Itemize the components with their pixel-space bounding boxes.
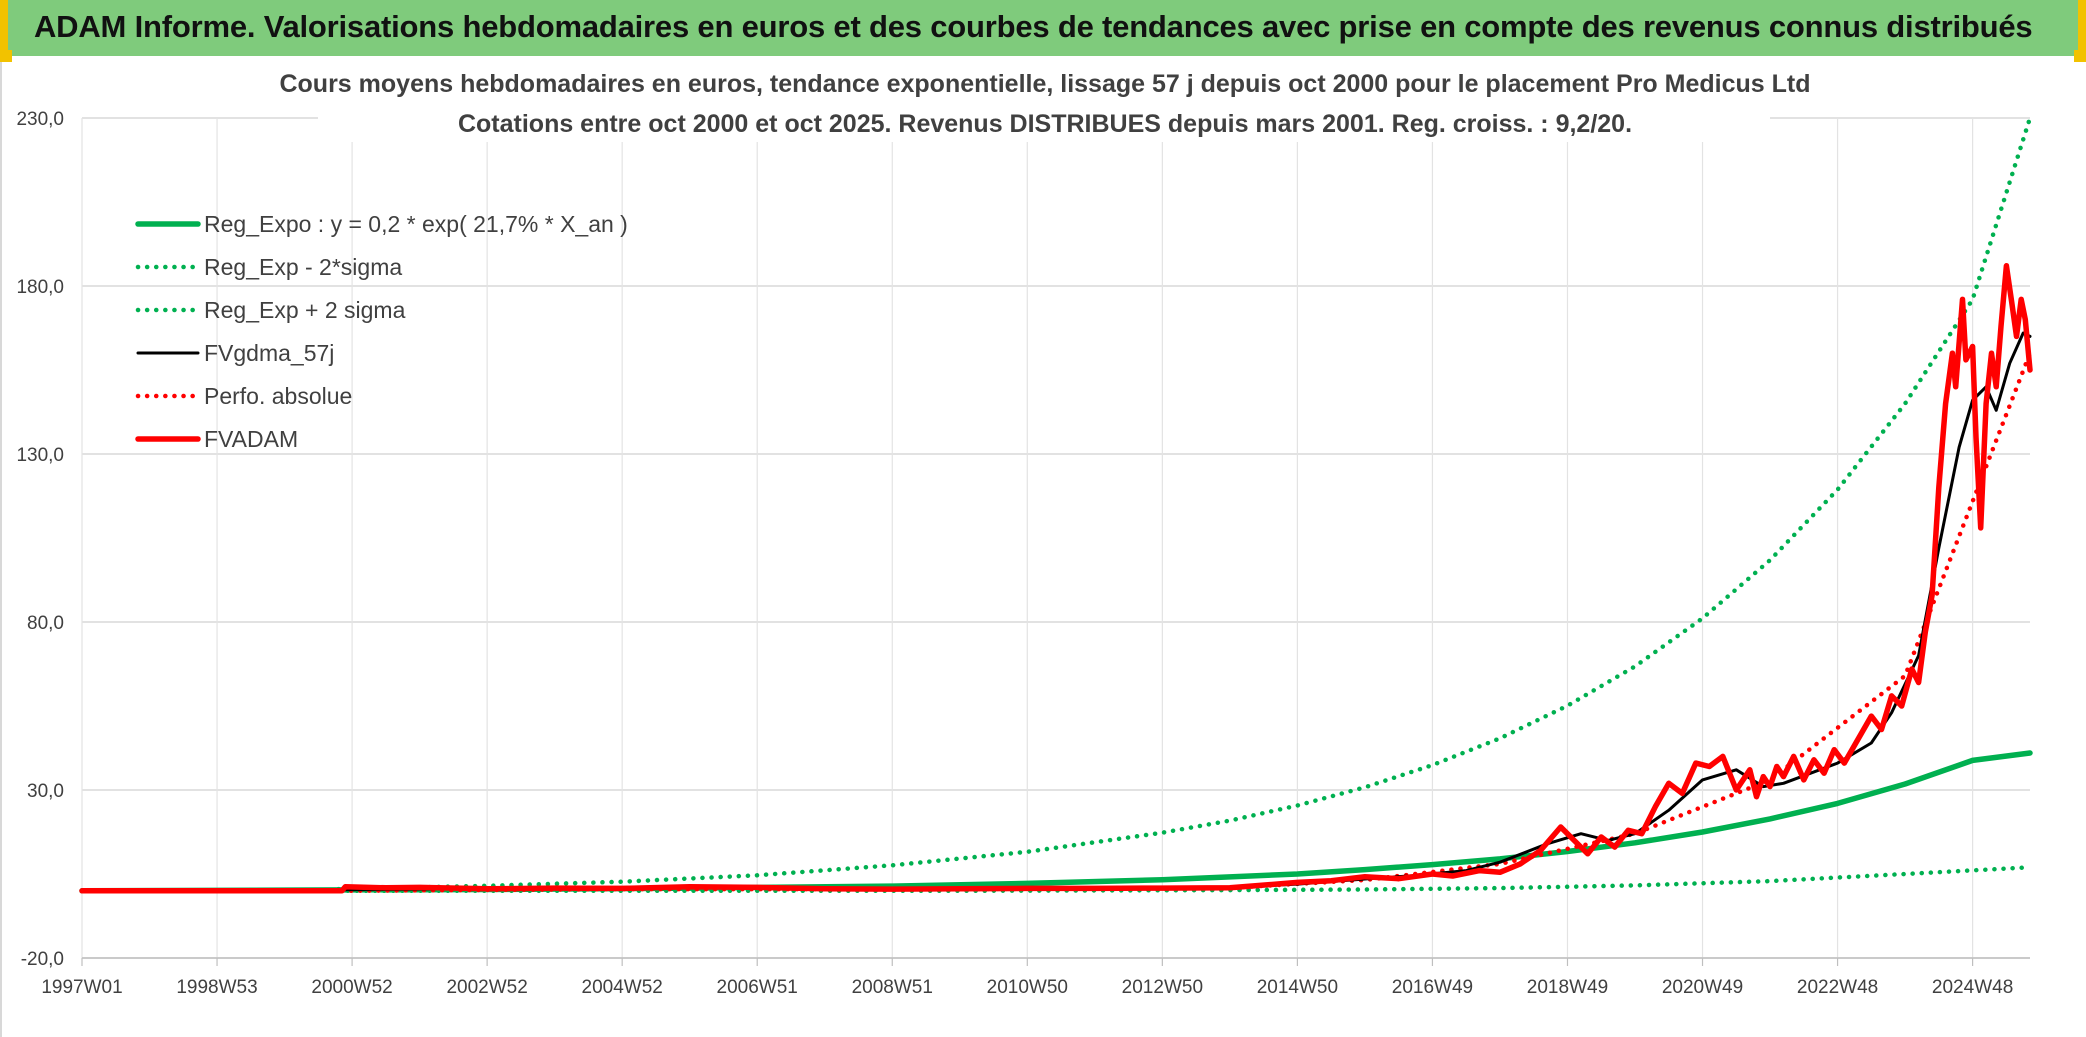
y-tick-label: 230,0 bbox=[16, 109, 64, 130]
series-line-5 bbox=[79, 263, 2033, 894]
y-tick-label: 80,0 bbox=[27, 613, 64, 634]
y-tick-label: -20,0 bbox=[21, 949, 64, 970]
x-tick-label: 2022W48 bbox=[1797, 977, 1878, 998]
corner-mark-right bbox=[2074, 50, 2086, 62]
chart-background bbox=[2, 56, 2086, 1037]
chart: -20,0 30,0 80,0 130,0 180,0 230,0 1997W01 1998… bbox=[2, 56, 2086, 1037]
chart-title-line2: Cotations entre oct 2000 et oct 2025. Re… bbox=[458, 110, 1632, 138]
legend-label: FVgdma_57j bbox=[204, 340, 334, 366]
y-axis-ticks: -20,0 30,0 80,0 130,0 180,0 230,0 bbox=[16, 109, 64, 970]
series-line-1 bbox=[336, 865, 2033, 894]
x-tick-label: 2004W52 bbox=[582, 977, 663, 998]
chart-title-line1: Cours moyens hebdomadaires en euros, ten… bbox=[279, 70, 1810, 98]
x-tick-label: 2000W52 bbox=[311, 977, 392, 998]
x-tick-label: 2018W49 bbox=[1527, 977, 1608, 998]
x-tick-label: 2012W50 bbox=[1122, 977, 1203, 998]
legend-label: Reg_Exp - 2*sigma bbox=[204, 254, 402, 280]
report-header: ADAM Informe. Valorisations hebdomadaire… bbox=[0, 0, 2086, 56]
legend-label: FVADAM bbox=[204, 426, 298, 452]
x-tick-label: 1998W53 bbox=[176, 977, 257, 998]
gridlines bbox=[81, 117, 2030, 959]
chart-frame: -20,0 30,0 80,0 130,0 180,0 230,0 1997W01 1998… bbox=[0, 56, 2086, 1037]
y-tick-label: 30,0 bbox=[27, 781, 64, 802]
report-title: ADAM Informe. Valorisations hebdomadaire… bbox=[34, 9, 2033, 44]
x-axis-ticks: 1997W01 1998W53 2000W52 2002W52 2004W52 2006W… bbox=[41, 957, 2030, 998]
legend-label: Perfo. absolue bbox=[204, 383, 352, 409]
y-tick-label: 180,0 bbox=[16, 277, 64, 298]
x-tick-label: 2008W51 bbox=[852, 977, 933, 998]
x-tick-label: 2002W52 bbox=[446, 977, 527, 998]
x-tick-label: 1997W01 bbox=[41, 977, 122, 998]
chart-title-bg bbox=[318, 62, 1770, 142]
x-tick-label: 2014W50 bbox=[1257, 977, 1338, 998]
legend-label: Reg_Expo : y = 0,2 * exp( 21,7% * X_an ) bbox=[204, 211, 628, 237]
y-tick-label: 130,0 bbox=[16, 445, 64, 466]
x-tick-label: 2016W49 bbox=[1392, 977, 1473, 998]
chart-title-block: Cours moyens hebdomadaires en euros, ten… bbox=[279, 62, 1811, 142]
x-tick-label: 2010W50 bbox=[987, 977, 1068, 998]
legend: Reg_Expo : y = 0,2 * exp( 21,7% * X_an )… bbox=[135, 211, 628, 452]
x-tick-label: 2020W49 bbox=[1662, 977, 1743, 998]
series-line-2 bbox=[336, 115, 2033, 892]
x-tick-label: 2024W48 bbox=[1932, 977, 2013, 998]
x-tick-label: 2006W51 bbox=[717, 977, 798, 998]
corner-mark-left bbox=[0, 50, 12, 62]
series-lines bbox=[79, 115, 2033, 894]
legend-label: Reg_Exp + 2 sigma bbox=[204, 297, 406, 323]
